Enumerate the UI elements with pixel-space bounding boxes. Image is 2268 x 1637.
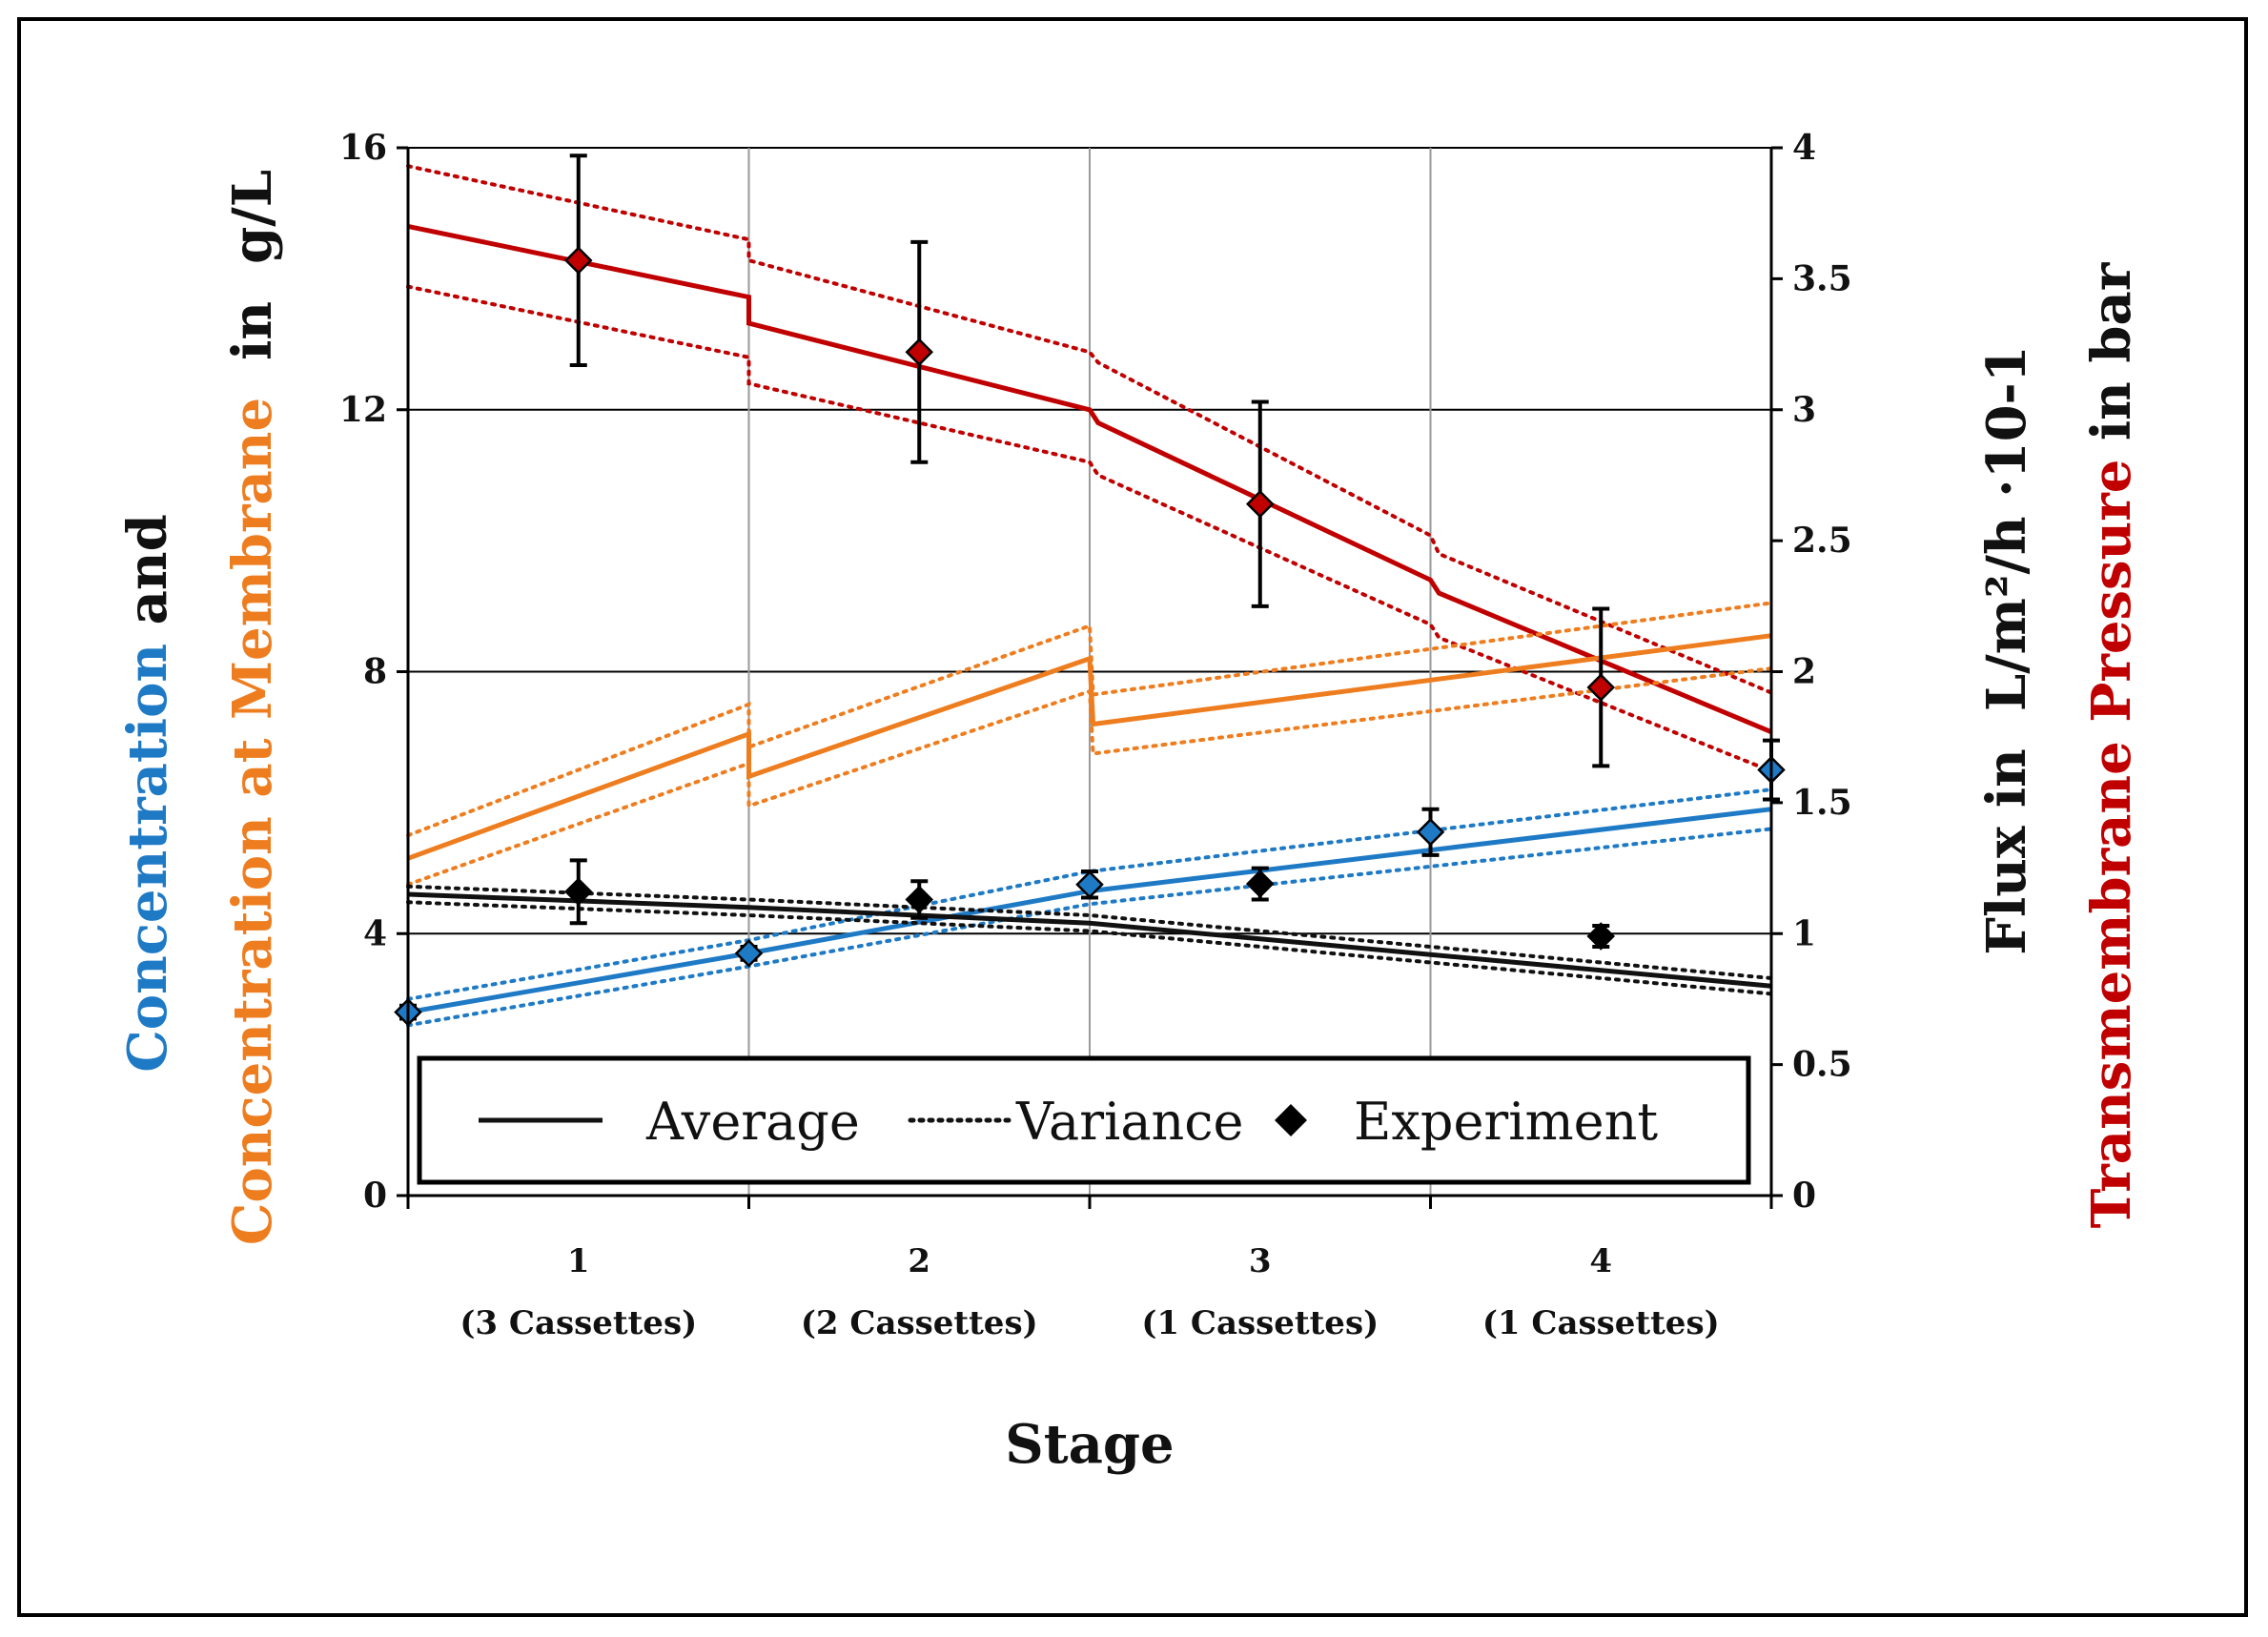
x-category-subtitle: (1 Cassettes) xyxy=(1482,1304,1720,1342)
flux-experiment-point xyxy=(563,877,593,907)
y-right-tick-label: 3 xyxy=(1792,390,1816,430)
y-left-tick-label: 16 xyxy=(339,128,387,168)
flux-experiment-point xyxy=(1586,922,1616,951)
transmembrane-pressure-experiment-point xyxy=(1586,673,1616,702)
y-right-tick-label: 1.5 xyxy=(1792,783,1852,823)
x-category-subtitle: (1 Cassettes) xyxy=(1141,1304,1379,1342)
concentration-experiment-point xyxy=(1416,818,1445,847)
flux-variance-upper xyxy=(406,884,1773,980)
legend-variance-label: Variance xyxy=(1015,1092,1244,1152)
x-category-number: 3 xyxy=(1249,1242,1272,1280)
y-right-tick-label: 2.5 xyxy=(1792,521,1852,561)
y-left-title-line2-part: in g/L xyxy=(221,170,284,398)
y-right-tick-label: 2 xyxy=(1792,652,1816,692)
concentration-experiment-point xyxy=(734,939,764,968)
x-axis-title: Stage xyxy=(1005,1413,1174,1476)
transmembrane-pressure-variance-lower xyxy=(406,284,1773,773)
legend: Average Variance Experiment xyxy=(417,1055,1751,1185)
y-right-tick-label: 0.5 xyxy=(1792,1045,1852,1085)
y-left-tick-label: 8 xyxy=(363,652,387,692)
transmembrane-pressure-experiment-point xyxy=(563,246,593,275)
y-left-title-line1-part: and xyxy=(116,514,179,644)
flux-average-line xyxy=(407,891,1772,989)
x-category-number: 2 xyxy=(908,1242,930,1280)
y-left-title-line2: Concentration at Membrane in g/L xyxy=(221,170,284,1245)
legend-average-label: Average xyxy=(645,1092,860,1152)
y-right-tick-label: 0 xyxy=(1792,1176,1816,1216)
y-right-tick-label: 4 xyxy=(1792,128,1816,168)
transmembrane-pressure-variance-upper xyxy=(406,164,1773,695)
flux-variance-lower xyxy=(406,900,1773,996)
series-layer xyxy=(394,153,1786,1028)
x-category-number: 4 xyxy=(1589,1242,1612,1280)
chart-frame: 0 4 8 12 16 0 0.5 1 1.5 2 2.5 3 3.5 4 1 (3 Cassettes) 2 (… xyxy=(17,17,2248,1617)
transmembrane-pressure-average-line xyxy=(407,223,1772,735)
y-right-tick-label: 1 xyxy=(1792,913,1816,953)
y-right-tick-label: 3.5 xyxy=(1792,258,1852,298)
y-left-title-line2-part: Concentration at Membrane xyxy=(221,398,284,1245)
legend-experiment-label: Experiment xyxy=(1354,1092,1658,1152)
y-left-title-line1-part: Concentration xyxy=(116,644,179,1073)
x-category-subtitle: (3 Cassettes) xyxy=(460,1304,697,1342)
y-left-title-line1: Concentration and xyxy=(116,514,179,1073)
y-left-tick-label: 12 xyxy=(339,390,387,430)
y-right-title-line2-part: Transmembrane Pressure xyxy=(2080,460,2143,1229)
y-left-tick-label: 0 xyxy=(363,1176,387,1216)
transmembrane-pressure-experiment-point xyxy=(1245,489,1275,519)
chart: 0 4 8 12 16 0 0.5 1 1.5 2 2.5 3 3.5 4 1 (3 Cassettes) 2 (… xyxy=(116,128,2143,1476)
y-right-title-line1: Flux in L/m²/h ·10-1 xyxy=(1975,345,2038,955)
legend-experiment-swatch xyxy=(1275,1104,1307,1136)
concentration-at-membrane-variance-lower xyxy=(406,666,1773,887)
transmembrane-pressure-experiment-point xyxy=(905,338,934,367)
axis-titles: Stage Concentration and Concentration at M… xyxy=(116,170,2143,1476)
y-right-title-line1-part: Flux in L/m²/h ·10-1 xyxy=(1975,345,2038,955)
x-category-number: 1 xyxy=(567,1242,590,1280)
axes-layer: 0 4 8 12 16 0 0.5 1 1.5 2 2.5 3 3.5 4 1 (3 Cassettes) 2 (… xyxy=(339,128,1852,1342)
flux-experiment-point xyxy=(1245,870,1275,898)
concentration-variance-upper xyxy=(406,788,1773,1001)
y-right-title-line2: Transmembrane Pressure in bar xyxy=(2080,261,2143,1228)
concentration-variance-lower xyxy=(406,827,1773,1028)
flux-experiment-point xyxy=(905,885,934,914)
x-category-subtitle: (2 Cassettes) xyxy=(801,1304,1038,1342)
legend-box xyxy=(417,1055,1751,1185)
concentration-at-membrane-variance-upper xyxy=(406,601,1773,838)
y-left-tick-label: 4 xyxy=(363,913,387,953)
concentration-experiment-point xyxy=(1075,870,1104,899)
concentration-at-membrane-average-line xyxy=(407,633,1772,861)
y-right-title-line2-part: in bar xyxy=(2080,261,2143,459)
